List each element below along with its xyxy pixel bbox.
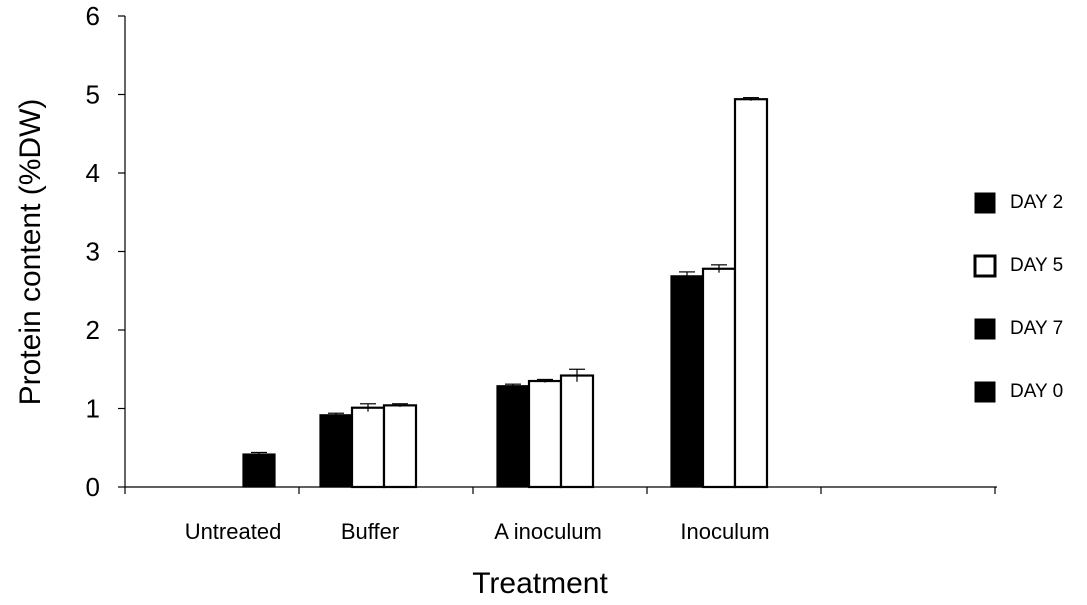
bar-day-7 [559, 374, 595, 489]
y-ticks: 0 1 2 3 4 5 6 [86, 1, 125, 502]
legend-swatch [974, 318, 996, 340]
category-label: A inoculum [494, 519, 602, 544]
y-tick-label: 4 [86, 158, 100, 188]
bar-day-2 [670, 275, 704, 488]
category-label: Buffer [341, 519, 399, 544]
legend-label: DAY 5 [1010, 255, 1063, 276]
bar-day-0 [242, 453, 276, 488]
y-axis-title: Protein content (%DW) [14, 99, 47, 406]
bar-day-2 [496, 385, 530, 488]
y-tick-label: 0 [86, 472, 100, 502]
bar-day-5 [350, 406, 386, 489]
legend-swatch [973, 254, 997, 278]
category-labels: Untreated Buffer A inoculum Inoculum [185, 519, 770, 544]
legend-swatch [974, 381, 996, 403]
y-tick-label: 6 [86, 1, 100, 31]
bar-day-5 [701, 267, 737, 489]
bars [242, 97, 769, 489]
bar-day-2 [319, 414, 353, 488]
legend: DAY 2 DAY 5 DAY 7 DAY 0 [973, 192, 1063, 403]
y-tick-label: 1 [86, 394, 100, 424]
legend-label: DAY 0 [1010, 381, 1063, 402]
legend-label: DAY 7 [1010, 318, 1063, 339]
category-label: Untreated [185, 519, 282, 544]
category-label: Inoculum [680, 519, 769, 544]
bar-day-7 [382, 404, 418, 489]
x-ticks [124, 487, 996, 494]
bar-day-7 [733, 98, 769, 489]
legend-label: DAY 2 [1010, 192, 1063, 213]
x-axis-title: Treatment [472, 567, 608, 600]
y-tick-label: 2 [86, 315, 100, 345]
y-tick-label: 3 [86, 237, 100, 267]
bar-day-5 [527, 379, 563, 489]
y-tick-label: 5 [86, 80, 100, 110]
legend-swatch [974, 192, 996, 214]
